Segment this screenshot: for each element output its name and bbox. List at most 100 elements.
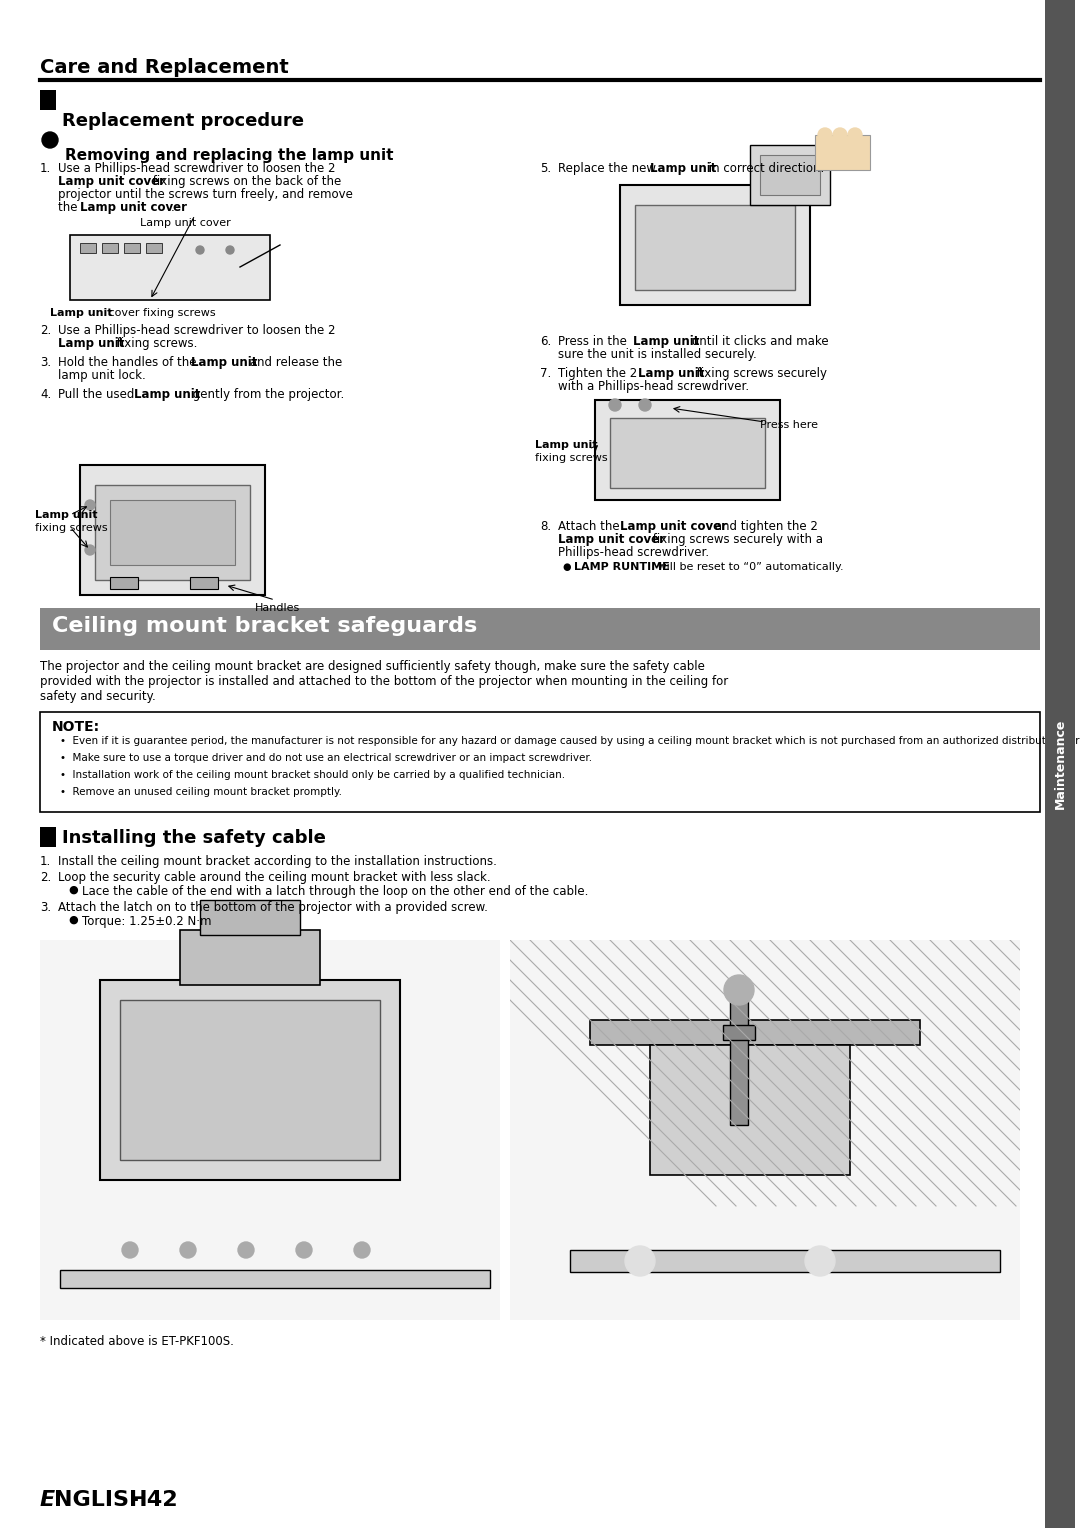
Text: - 42: - 42 — [122, 1490, 177, 1510]
Text: Lamp unit: Lamp unit — [650, 162, 716, 176]
Bar — [723, 1025, 755, 1041]
Bar — [80, 243, 96, 254]
Text: fixing screws on the back of the: fixing screws on the back of the — [149, 176, 341, 188]
Text: in correct direction.: in correct direction. — [705, 162, 824, 176]
Bar — [40, 827, 56, 847]
Bar — [610, 419, 765, 487]
Text: •  Installation work of the ceiling mount bracket should only be carried by a qu: • Installation work of the ceiling mount… — [60, 770, 565, 779]
Text: NGLISH: NGLISH — [54, 1490, 148, 1510]
Text: Phillips-head screwdriver.: Phillips-head screwdriver. — [558, 545, 710, 559]
Text: and release the: and release the — [246, 356, 342, 368]
Text: fixing screws securely with a: fixing screws securely with a — [649, 533, 823, 545]
Bar — [40, 940, 500, 1320]
Bar — [80, 465, 265, 594]
Bar — [730, 995, 748, 1125]
Text: Lamp unit: Lamp unit — [191, 356, 257, 368]
Text: E: E — [40, 1490, 55, 1510]
Text: 1.: 1. — [40, 856, 51, 868]
Text: Use a Phillips-head screwdriver to loosen the 2: Use a Phillips-head screwdriver to loose… — [58, 324, 336, 338]
Text: •  Remove an unused ceiling mount bracket promptly.: • Remove an unused ceiling mount bracket… — [60, 787, 342, 798]
Circle shape — [85, 500, 95, 510]
Text: Handles: Handles — [255, 604, 300, 613]
Text: Lamp unit cover: Lamp unit cover — [58, 176, 165, 188]
Text: •  Make sure to use a torque driver and do not use an electrical screwdriver or : • Make sure to use a torque driver and d… — [60, 753, 592, 762]
Circle shape — [354, 1242, 370, 1258]
Text: LAMP RUNTIME: LAMP RUNTIME — [573, 562, 670, 571]
Bar — [146, 243, 162, 254]
Bar — [595, 400, 780, 500]
Bar — [110, 500, 235, 565]
Bar — [110, 578, 138, 588]
Bar — [180, 931, 320, 986]
Circle shape — [195, 246, 204, 254]
Circle shape — [85, 545, 95, 555]
Text: Lamp unit: Lamp unit — [134, 388, 201, 400]
Bar — [102, 243, 118, 254]
Text: ●: ● — [68, 885, 78, 895]
Text: Installing the safety cable: Installing the safety cable — [62, 830, 326, 847]
Text: will be reset to “0” automatically.: will be reset to “0” automatically. — [654, 562, 843, 571]
Bar — [750, 145, 831, 205]
Circle shape — [42, 131, 58, 148]
Circle shape — [833, 128, 847, 142]
Text: gently from the projector.: gently from the projector. — [189, 388, 345, 400]
Text: ●: ● — [68, 915, 78, 924]
Circle shape — [609, 399, 621, 411]
Bar — [635, 205, 795, 290]
Text: Ceiling mount bracket safeguards: Ceiling mount bracket safeguards — [52, 616, 477, 636]
Text: fixing screws: fixing screws — [535, 452, 608, 463]
Text: Pull the used: Pull the used — [58, 388, 138, 400]
Circle shape — [639, 399, 651, 411]
Text: cover fixing screws: cover fixing screws — [105, 309, 216, 318]
Text: 8.: 8. — [540, 520, 551, 533]
Text: NOTE:: NOTE: — [52, 720, 100, 733]
Bar — [760, 154, 820, 196]
Text: fixing screws securely: fixing screws securely — [693, 367, 827, 380]
Text: 5.: 5. — [540, 162, 551, 176]
Circle shape — [226, 246, 234, 254]
Text: Care and Replacement: Care and Replacement — [40, 58, 288, 76]
Text: Lamp unit: Lamp unit — [633, 335, 700, 348]
Text: Install the ceiling mount bracket according to the installation instructions.: Install the ceiling mount bracket accord… — [58, 856, 497, 868]
Circle shape — [238, 1242, 254, 1258]
Bar — [590, 1021, 920, 1045]
Text: projector until the screws turn freely, and remove: projector until the screws turn freely, … — [58, 188, 353, 202]
Text: fixing screws: fixing screws — [35, 523, 108, 533]
Text: •  Even if it is guarantee period, the manufacturer is not responsible for any h: • Even if it is guarantee period, the ma… — [60, 736, 1080, 746]
Text: Lamp unit cover: Lamp unit cover — [620, 520, 727, 533]
Text: Use a Phillips-head screwdriver to loosen the 2: Use a Phillips-head screwdriver to loose… — [58, 162, 336, 176]
Text: Torque: 1.25±0.2 N·m: Torque: 1.25±0.2 N·m — [82, 915, 212, 927]
Text: Lamp unit cover: Lamp unit cover — [80, 202, 187, 214]
Text: safety and security.: safety and security. — [40, 691, 156, 703]
Text: .: . — [171, 202, 175, 214]
Text: Attach the: Attach the — [558, 520, 623, 533]
Text: 3.: 3. — [40, 356, 51, 368]
Text: Press in the: Press in the — [558, 335, 631, 348]
Text: 1.: 1. — [40, 162, 51, 176]
Text: Removing and replacing the lamp unit: Removing and replacing the lamp unit — [65, 148, 393, 163]
Text: Lamp unit: Lamp unit — [535, 440, 597, 451]
Text: * Indicated above is ET-PKF100S.: * Indicated above is ET-PKF100S. — [40, 1335, 234, 1348]
Bar — [190, 578, 218, 588]
Text: Replacement procedure: Replacement procedure — [62, 112, 303, 130]
Text: Replace the new: Replace the new — [558, 162, 660, 176]
Bar — [100, 979, 400, 1180]
Circle shape — [724, 975, 754, 1005]
Text: Lamp unit: Lamp unit — [35, 510, 97, 520]
Text: Lamp unit cover: Lamp unit cover — [558, 533, 665, 545]
Bar — [60, 1270, 490, 1288]
Bar — [200, 900, 300, 935]
Text: 2.: 2. — [40, 324, 51, 338]
Bar — [815, 134, 870, 170]
Bar — [95, 484, 249, 581]
Circle shape — [818, 128, 832, 142]
Bar — [650, 1045, 850, 1175]
Text: Loop the security cable around the ceiling mount bracket with less slack.: Loop the security cable around the ceili… — [58, 871, 490, 885]
Text: provided with the projector is installed and attached to the bottom of the proje: provided with the projector is installed… — [40, 675, 728, 688]
Text: Lamp unit cover: Lamp unit cover — [140, 219, 231, 228]
Text: The projector and the ceiling mount bracket are designed sufficiently safety tho: The projector and the ceiling mount brac… — [40, 660, 705, 672]
Bar — [510, 940, 1020, 1320]
Text: ●: ● — [562, 562, 570, 571]
Text: Lamp unit: Lamp unit — [58, 338, 124, 350]
Text: Maintenance: Maintenance — [1053, 718, 1067, 810]
